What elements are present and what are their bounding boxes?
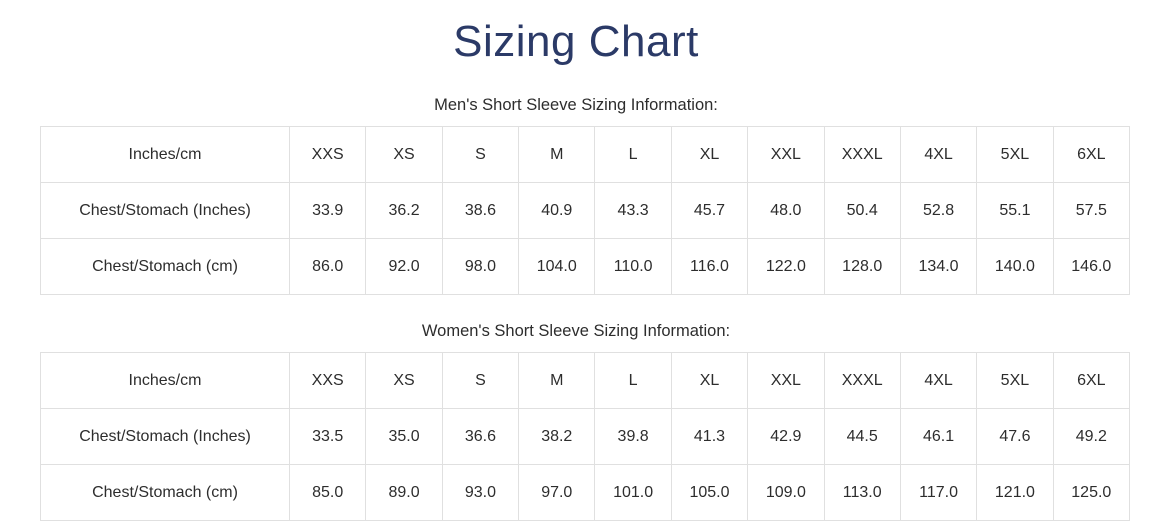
measurement-value-cell: 98.0 [441,238,520,295]
measurement-value-cell: 36.6 [441,408,520,465]
size-header-cell: 4XL [899,352,978,409]
size-header-cell: M [518,126,596,183]
measurement-value-cell: 33.5 [288,408,367,465]
measurement-value-cell: 93.0 [441,464,520,521]
measurement-value-cell: 104.0 [518,238,596,295]
measurement-value-cell: 86.0 [288,238,367,295]
measurement-value-cell: 38.6 [441,182,520,239]
measurement-value-cell: 41.3 [670,408,749,465]
measurement-label-cell: Chest/Stomach (cm) [40,464,290,521]
size-header-cell: XL [670,352,749,409]
womens-sizing-table: Inches/cm XXS XS S M L XL XXL XXXL 4XL 5XL 6XL Chest… [40,352,1131,521]
measurement-value-cell: 128.0 [823,238,901,295]
measurement-value-cell: 44.5 [823,408,901,465]
mens-sizing-section: Men's Short Sleeve Sizing Information: I… [0,96,1152,295]
measurement-value-cell: 45.7 [670,182,749,239]
units-header-cell: Inches/cm [40,352,290,409]
womens-table-body: Inches/cm XXS XS S M L XL XXL XXXL 4XL 5XL 6XL Chest… [40,352,1131,521]
measurement-value-cell: 48.0 [747,182,825,239]
units-header-cell: Inches/cm [40,126,290,183]
measurement-value-cell: 33.9 [288,182,367,239]
measurement-value-cell: 46.1 [899,408,978,465]
measurement-row: Chest/Stomach (Inches) 33.9 36.2 38.6 40.9 43… [40,182,1131,239]
size-header-cell: S [441,352,520,409]
measurement-value-cell: 125.0 [1052,464,1131,521]
size-header-cell: XXXL [823,126,901,183]
measurement-row: Chest/Stomach (Inches) 33.5 35.0 36.6 38.2 39… [40,408,1131,465]
measurement-value-cell: 38.2 [518,408,596,465]
measurement-value-cell: 110.0 [594,238,672,295]
measurement-value-cell: 92.0 [365,238,443,295]
womens-table-caption: Women's Short Sleeve Sizing Information: [421,322,731,340]
measurement-label-cell: Chest/Stomach (cm) [40,238,290,295]
size-header-cell: XXL [747,352,825,409]
measurement-value-cell: 47.6 [976,408,1054,465]
size-header-cell: XXXL [823,352,901,409]
size-header-cell: XS [365,126,443,183]
size-header-cell: M [518,352,596,409]
measurement-value-cell: 113.0 [823,464,901,521]
measurement-value-cell: 42.9 [747,408,825,465]
size-header-cell: 6XL [1052,126,1131,183]
size-header-cell: 4XL [899,126,978,183]
size-header-cell: XL [670,126,749,183]
measurement-value-cell: 140.0 [976,238,1054,295]
size-header-cell: S [441,126,520,183]
size-header-cell: 6XL [1052,352,1131,409]
size-header-cell: 5XL [976,126,1054,183]
measurement-value-cell: 89.0 [365,464,443,521]
measurement-value-cell: 116.0 [670,238,749,295]
size-header-cell: L [594,352,672,409]
measurement-value-cell: 121.0 [976,464,1054,521]
measurement-label-cell: Chest/Stomach (Inches) [40,408,290,465]
measurement-value-cell: 97.0 [518,464,596,521]
mens-table-body: Inches/cm XXS XS S M L XL XXL XXXL 4XL 5XL 6XL Chest… [40,126,1131,295]
size-header-cell: XXS [288,126,367,183]
size-header-row: Inches/cm XXS XS S M L XL XXL XXXL 4XL 5XL 6XL [40,126,1131,183]
measurement-row: Chest/Stomach (cm) 85.0 89.0 93.0 97.0 101.0 1… [40,464,1131,521]
size-header-row: Inches/cm XXS XS S M L XL XXL XXXL 4XL 5XL 6XL [40,352,1131,409]
measurement-value-cell: 109.0 [747,464,825,521]
measurement-value-cell: 57.5 [1052,182,1131,239]
mens-sizing-table: Inches/cm XXS XS S M L XL XXL XXXL 4XL 5XL 6XL Chest… [40,126,1131,295]
measurement-value-cell: 43.3 [594,182,672,239]
measurement-value-cell: 36.2 [365,182,443,239]
measurement-row: Chest/Stomach (cm) 86.0 92.0 98.0 104.0 110.0… [40,238,1131,295]
measurement-value-cell: 40.9 [518,182,596,239]
size-header-cell: XXS [288,352,367,409]
page-title: Sizing Chart [453,17,699,66]
measurement-value-cell: 122.0 [747,238,825,295]
measurement-value-cell: 39.8 [594,408,672,465]
measurement-value-cell: 146.0 [1052,238,1131,295]
mens-table-caption: Men's Short Sleeve Sizing Information: [434,96,718,114]
size-header-cell: XXL [747,126,825,183]
measurement-value-cell: 50.4 [823,182,901,239]
measurement-label-cell: Chest/Stomach (Inches) [40,182,290,239]
size-header-cell: 5XL [976,352,1054,409]
measurement-value-cell: 117.0 [899,464,978,521]
measurement-value-cell: 134.0 [899,238,978,295]
measurement-value-cell: 105.0 [670,464,749,521]
size-header-cell: L [594,126,672,183]
measurement-value-cell: 55.1 [976,182,1054,239]
measurement-value-cell: 35.0 [365,408,443,465]
measurement-value-cell: 85.0 [288,464,367,521]
measurement-value-cell: 101.0 [594,464,672,521]
womens-sizing-section: Women's Short Sleeve Sizing Information:… [0,322,1152,521]
measurement-value-cell: 49.2 [1052,408,1131,465]
measurement-value-cell: 52.8 [899,182,978,239]
size-header-cell: XS [365,352,443,409]
